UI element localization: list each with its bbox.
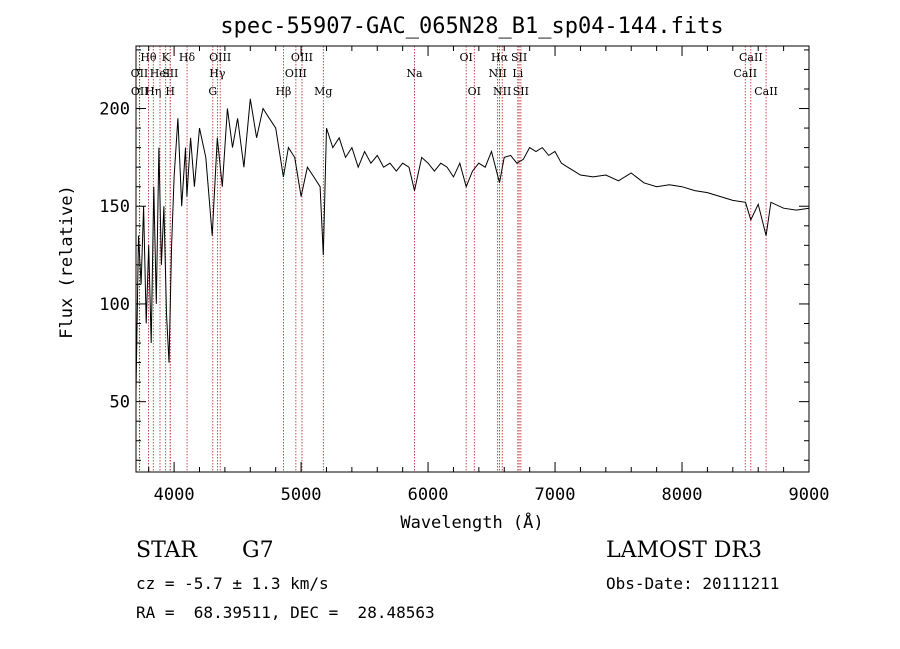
marker-label: CaII (733, 67, 757, 80)
marker-label: CaII (754, 85, 778, 98)
marker-label: Li (512, 67, 523, 80)
x-tick-label: 6000 (408, 485, 449, 505)
y-tick-label: 200 (99, 100, 130, 120)
x-tick-label: 8000 (662, 485, 703, 505)
marker-label: Hα (491, 51, 509, 64)
marker-label: SII (162, 67, 178, 80)
marker-label: OIII (209, 51, 231, 64)
object-class: STAR (136, 538, 197, 563)
marker-label: G (208, 85, 217, 98)
marker-label: Hβ (275, 85, 291, 98)
marker-label: Na (406, 67, 423, 80)
marker-label: CaII (739, 51, 763, 64)
marker-label: Mg (314, 85, 332, 98)
marker-label: Hδ (179, 51, 196, 64)
marker-label: NII (488, 67, 506, 80)
coordinates: RA = 68.39511, DEC = 28.48563 (136, 603, 435, 622)
x-tick-label: 4000 (154, 485, 195, 505)
y-axis: 50 100 150 200 (99, 49, 809, 461)
y-axis-label: Flux (relative) (57, 185, 77, 339)
redshift-cz: cz = -5.7 ± 1.3 km/s (136, 574, 329, 593)
marker-label: OI (468, 85, 481, 98)
marker-label: K (162, 51, 171, 64)
x-axis-label: Wavelength (Å) (400, 511, 543, 533)
marker-label: Hθ (140, 51, 157, 64)
x-tick-label: 9000 (789, 485, 830, 505)
y-tick-label: 150 (99, 197, 130, 217)
x-tick-label: 7000 (535, 485, 576, 505)
marker-label: H (165, 85, 175, 98)
marker-label: SII (511, 51, 527, 64)
marker-label: OII (131, 67, 149, 80)
chart-title: spec-55907-GAC_065N28_B1_sp04-144.fits (220, 14, 723, 39)
line-marker-labels: OII OII Hθ Hη HeI K SII H Hδ Hγ OIII G Hβ OIII OIII Mg N… (131, 51, 778, 98)
y-tick-label: 50 (110, 393, 130, 413)
y-tick-label: 100 (99, 295, 130, 315)
marker-label: HeI (150, 67, 170, 80)
x-tick-label: 5000 (281, 485, 322, 505)
marker-label: Hη (145, 85, 161, 98)
marker-label: OIII (285, 67, 307, 80)
line-markers (139, 46, 767, 472)
plot-frame (135, 45, 810, 473)
obs-date: Obs-Date: 20111211 (606, 574, 780, 593)
x-axis: 4000 5000 6000 7000 8000 9000 (148, 46, 830, 505)
survey-name: LAMOST DR3 (606, 538, 762, 563)
marker-label: Hγ (209, 67, 226, 80)
marker-label: OII (131, 85, 149, 98)
marker-label: OIII (291, 51, 313, 64)
object-subclass: G7 (242, 538, 274, 563)
spectrum-line (135, 98, 810, 392)
marker-label: OI (459, 51, 472, 64)
marker-label: NII (493, 85, 511, 98)
spectrum-chart: spec-55907-GAC_065N28_B1_sp04-144.fits O… (57, 14, 830, 533)
marker-label: SII (513, 85, 529, 98)
